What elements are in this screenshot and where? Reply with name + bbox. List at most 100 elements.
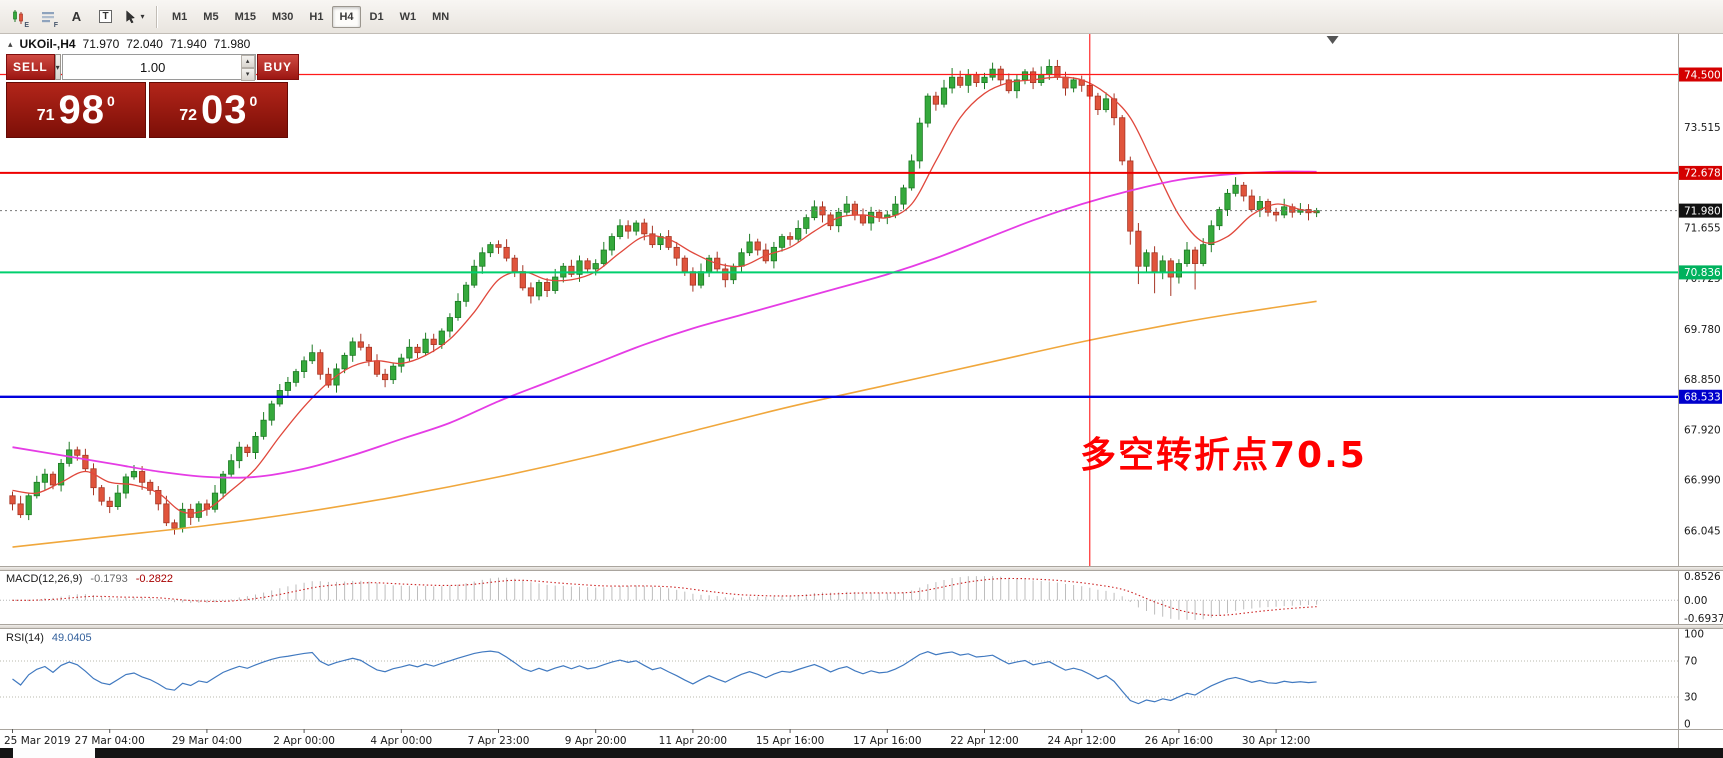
- taskbar-black-bar: [95, 748, 1723, 758]
- cursor-tools-icon[interactable]: ▾: [121, 4, 148, 30]
- timeframe-m5-button[interactable]: M5: [196, 6, 225, 28]
- timeframe-d1-button[interactable]: D1: [363, 6, 391, 28]
- price-badge: [1679, 389, 1722, 404]
- price-axis-label: 71.655: [1684, 223, 1721, 235]
- price-badge: [1679, 265, 1722, 280]
- volume-spinner: ▴ ▾: [240, 55, 255, 81]
- buy-price-tile[interactable]: 72 03 0: [148, 82, 288, 138]
- rsi-axis-label: 100: [1684, 629, 1704, 641]
- rsi-title: RSI(14): [6, 632, 44, 644]
- chart-text-annotation[interactable]: 多空转折点70.5: [1080, 435, 1367, 476]
- arrow-cursor-glyph: [126, 9, 136, 23]
- date-axis-label: 24 Apr 12:00: [1047, 735, 1115, 747]
- timeframe-w1-button[interactable]: W1: [393, 6, 424, 28]
- rsi-value: 49.0405: [51, 632, 92, 644]
- price-badge: [1679, 165, 1722, 180]
- price-axis-label: 66.045: [1684, 526, 1721, 538]
- price-axis-label: 73.515: [1684, 122, 1721, 134]
- date-axis-label: 15 Apr 16:00: [756, 735, 824, 747]
- timeframe-m15-button[interactable]: M15: [228, 6, 263, 28]
- chart-shift-marker[interactable]: [1326, 36, 1339, 44]
- ma-fast-red: [12, 76, 1317, 514]
- price-axis-label: 69.780: [1684, 324, 1721, 336]
- timeframe-toolbar: M1 M5 M15 M30 H1 H4 D1 W1 MN: [164, 5, 457, 28]
- macd-histogram: [20, 576, 1318, 620]
- date-axis-label: 22 Apr 12:00: [950, 735, 1018, 747]
- quote-close: 71.980: [213, 37, 251, 51]
- date-axis-label: 25 Mar 2019: [4, 735, 71, 747]
- price-axis-label: 66.990: [1684, 475, 1721, 487]
- bid-pipette: 0: [107, 93, 115, 109]
- price-badge-label: 72.678: [1684, 168, 1721, 180]
- date-axis-label: 2 Apr 00:00: [273, 735, 335, 747]
- ask-pips: 03: [201, 88, 248, 132]
- price-axis-label: 68.850: [1684, 374, 1721, 386]
- quote-low: 71.940: [169, 37, 207, 51]
- time-axis[interactable]: [0, 729, 1678, 748]
- date-axis-label: 26 Apr 16:00: [1145, 735, 1213, 747]
- ma-slow-orange: [12, 300, 1317, 548]
- pane-splitter-rsi[interactable]: [0, 624, 1723, 629]
- volume-decrease-button[interactable]: ▾: [240, 68, 255, 81]
- volume-input[interactable]: [62, 55, 255, 79]
- timeframe-h1-button[interactable]: H1: [302, 6, 330, 28]
- macd-indicator-pane[interactable]: [0, 571, 1678, 624]
- label-tool-icon[interactable]: A: [63, 4, 90, 30]
- price-badge: [1679, 203, 1722, 218]
- macd-axis-label: 0.8526: [1684, 571, 1721, 583]
- rsi-indicator-pane[interactable]: [0, 629, 1678, 728]
- collapse-panel-toggle[interactable]: ▴: [8, 38, 13, 49]
- rsi-axis-label: 70: [1684, 656, 1697, 668]
- buy-button[interactable]: BUY: [256, 54, 300, 80]
- macd-title: MACD(12,26,9): [6, 573, 83, 585]
- price-badge-label: 70.836: [1684, 267, 1721, 279]
- macd-axis-label: -0.6937: [1684, 613, 1723, 625]
- price-badge: [1679, 67, 1722, 82]
- list-glyph: [41, 11, 54, 22]
- volume-dropdown-button[interactable]: ▾: [54, 54, 61, 80]
- sell-button[interactable]: SELL: [6, 54, 55, 80]
- ask-pipette: 0: [249, 93, 258, 109]
- taskbar-strip: [0, 748, 1723, 758]
- price-badge-label: 71.980: [1684, 205, 1721, 217]
- indicators-icon[interactable]: F: [34, 4, 61, 30]
- text-tool-icon[interactable]: T: [92, 4, 119, 30]
- date-axis-label: 7 Apr 23:00: [468, 735, 530, 747]
- symbol-period-label: UKOil-,H4: [19, 37, 76, 51]
- timeframe-m1-button[interactable]: M1: [165, 6, 194, 28]
- bid-big-figure: 71: [36, 107, 55, 124]
- candles: [9, 59, 1320, 535]
- volume-increase-button[interactable]: ▴: [240, 55, 255, 68]
- expert-advisor-icon[interactable]: E: [5, 4, 32, 30]
- rsi-header: RSI(14) 49.0405: [6, 632, 92, 644]
- date-axis-label: 11 Apr 20:00: [659, 735, 727, 747]
- volume-box: ▴ ▾: [61, 54, 256, 81]
- date-axis-label: 4 Apr 00:00: [370, 735, 432, 747]
- price-tiles-row: 71 98 0 72 03 0: [6, 82, 288, 138]
- timeframe-h4-button[interactable]: H4: [332, 5, 361, 28]
- quote-high: 72.040: [126, 37, 163, 51]
- rsi-line: [12, 650, 1317, 705]
- one-click-trading-panel: SELL ▾ ▴ ▾ BUY 71 98 0 72 03 0: [6, 54, 300, 138]
- taskbar-corner: [0, 748, 13, 758]
- ma-medium-magenta: [12, 170, 1317, 479]
- macd-signal-value: -0.2822: [135, 573, 174, 585]
- timeframe-mn-button[interactable]: MN: [425, 6, 456, 28]
- price-badge-label: 68.533: [1684, 392, 1721, 404]
- date-axis-label: 17 Apr 16:00: [853, 735, 921, 747]
- candles-glyph: [12, 9, 23, 24]
- pane-splitter-macd[interactable]: [0, 566, 1723, 571]
- order-row: SELL ▾ ▴ ▾ BUY: [6, 54, 300, 81]
- date-axis-label: 30 Apr 12:00: [1242, 735, 1310, 747]
- macd-main-value: -0.1793: [90, 573, 128, 585]
- toolbar: E F A T ▾ M1 M5 M15 M30 H1 H4 D1 W1 MN: [0, 0, 1723, 34]
- rsi-axis-label: 30: [1684, 692, 1697, 704]
- macd-header: MACD(12,26,9) -0.1793 -0.2822: [6, 573, 173, 585]
- sell-price-tile[interactable]: 71 98 0: [6, 82, 146, 138]
- ask-big-figure: 72: [179, 107, 197, 124]
- date-axis-label: 29 Mar 04:00: [172, 735, 242, 747]
- price-badge-label: 74.500: [1684, 69, 1721, 81]
- price-axis-label: 67.920: [1684, 424, 1721, 436]
- timeframe-m30-button[interactable]: M30: [265, 6, 300, 28]
